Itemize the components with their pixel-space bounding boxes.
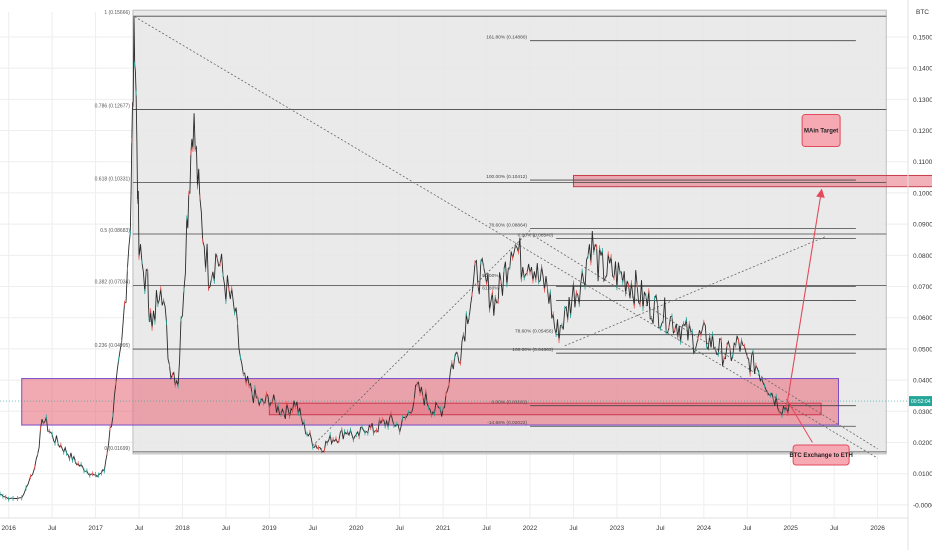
- x-tick-label: Jul: [569, 525, 578, 532]
- mid-fib-label: 61.80%: [482, 286, 499, 292]
- y-tick-label: 0.01000: [913, 471, 932, 478]
- ext-fib-label: 161.80% (0.14880): [486, 35, 527, 41]
- x-tick-label: Jul: [222, 525, 231, 532]
- fib-level-label: 0.786 (0.12677): [95, 103, 131, 109]
- x-tick-label: 2017: [88, 525, 103, 532]
- trend-line: [564, 236, 826, 347]
- x-tick-label: Jul: [48, 525, 57, 532]
- x-tick-label: Jul: [135, 525, 144, 532]
- fib-level-label: 0.5 (0.08683): [100, 228, 130, 234]
- target-arrow: [785, 188, 825, 409]
- ext-fib-label: -14.66% (0.02022): [487, 420, 527, 426]
- annotation-box: [792, 444, 850, 466]
- trend-line: [134, 16, 878, 459]
- ext-fib-label: 78.60% (0.08864): [489, 222, 528, 228]
- x-tick-label: Jul: [482, 525, 491, 532]
- retracement-fib-label: 100.00% (0.04863): [512, 347, 553, 353]
- x-tick-label: 2018: [175, 525, 190, 532]
- current-price-badge: [909, 396, 932, 407]
- x-tick-label: Jul: [309, 525, 318, 532]
- current-price-label: 00:52:04: [911, 399, 931, 405]
- trend-line: [312, 230, 531, 446]
- x-tick-label: 2022: [523, 525, 538, 532]
- annotation-text: BTC Exchange to ETH: [789, 453, 852, 459]
- y-tick-label: -0.00000: [913, 502, 932, 509]
- ext-fib-label: 100.00% (0.10412): [486, 174, 527, 180]
- x-tick-label: 2024: [697, 525, 712, 532]
- annotation-text: MAin Target: [804, 129, 838, 135]
- x-tick-label: 2025: [783, 525, 798, 532]
- fib-level-label: 0 (0.01699): [104, 446, 130, 452]
- x-tick-label: Jul: [396, 525, 405, 532]
- x-tick-label: 2020: [349, 525, 364, 532]
- fib-level-label: 0.618 (0.10331): [95, 177, 131, 183]
- trend-line: [529, 233, 878, 450]
- retracement-fib-label: 78.60% (0.05456): [515, 329, 554, 335]
- x-tick-label: Jul: [743, 525, 752, 532]
- ext-fib-label: 0.00% (0.03181): [492, 400, 528, 406]
- x-tick-label: 2019: [262, 525, 277, 532]
- highlight-zone: [268, 402, 822, 416]
- fib-level-label: 1 (0.15666): [104, 10, 130, 16]
- x-tick-label: 2021: [436, 525, 451, 532]
- fib-level-label: 0.236 (0.04995): [95, 343, 131, 349]
- highlight-zone: [21, 378, 839, 426]
- retracement-fib-label: 0.00% (0.08540): [518, 232, 554, 238]
- annotation-box: [801, 114, 841, 148]
- fib-level-label: 0.382 (0.07034): [95, 279, 131, 285]
- mid-fib-label: 50.00%: [482, 273, 499, 279]
- highlight-zone: [572, 174, 932, 188]
- callout-connector: [785, 398, 813, 443]
- x-tick-label: 2016: [1, 525, 16, 532]
- x-tick-label: Jul: [656, 525, 665, 532]
- x-tick-label: 2026: [870, 525, 885, 532]
- x-tick-label: Jul: [830, 525, 839, 532]
- currency-label: BTC: [916, 9, 929, 16]
- x-tick-label: 2023: [610, 525, 625, 532]
